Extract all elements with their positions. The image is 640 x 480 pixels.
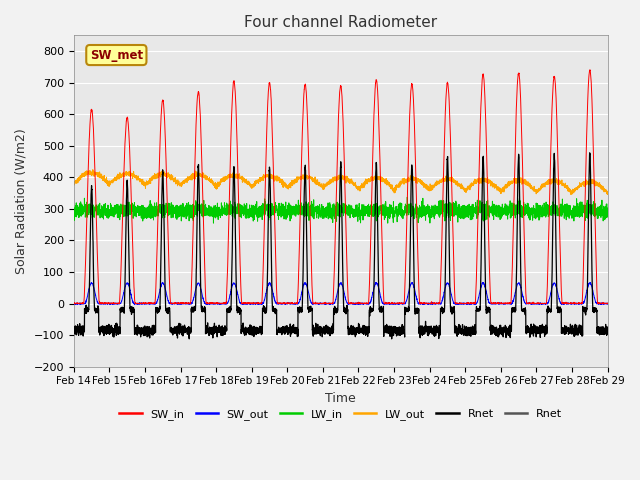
LW_out (70, 180, 77, 185)
Line: SW_in: SW_in (74, 70, 607, 304)
LW_in (403, 194, 411, 200)
LW_in (321, 206, 328, 212)
SW_in (431, 301, 438, 307)
SW_in (604, 300, 611, 306)
Rnet (586, 150, 593, 156)
LW_in (491, 207, 499, 213)
Rnet (186, 336, 193, 342)
LW_in (604, 214, 611, 220)
SW_out (491, 301, 499, 307)
Line: Rnet: Rnet (74, 153, 607, 339)
LW_out (460, 188, 468, 193)
LW_out (604, 191, 611, 196)
Y-axis label: Solar Radiation (W/m2): Solar Radiation (W/m2) (15, 128, 28, 274)
Rnet (431, 328, 438, 334)
SW_out (321, 300, 328, 306)
SW_out (604, 301, 611, 307)
Title: Four channel Radiometer: Four channel Radiometer (244, 15, 437, 30)
SW_in (491, 300, 499, 306)
SW_out (431, 301, 438, 307)
Line: LW_out: LW_out (74, 169, 607, 194)
LW_in (461, 209, 468, 215)
SW_in (586, 67, 594, 72)
SW_in (321, 300, 328, 306)
LW_out (431, 183, 438, 189)
LW_out (491, 182, 499, 188)
Line: SW_out: SW_out (74, 282, 607, 304)
LW_out (89, 167, 97, 172)
Line: LW_in: LW_in (74, 197, 607, 223)
Rnet (491, 325, 499, 331)
Rnet (166, 308, 173, 313)
LW_out (567, 192, 575, 197)
Text: SW_met: SW_met (90, 48, 143, 61)
LW_in (70, 203, 77, 209)
SW_out (70, 301, 77, 307)
SW_in (166, 288, 173, 294)
SW_out (461, 301, 468, 307)
Rnet (604, 331, 611, 336)
Rnet (70, 327, 77, 333)
SW_out (372, 279, 380, 285)
Rnet (460, 330, 468, 336)
Legend: SW_in, SW_out, LW_in, LW_out, Rnet, Rnet: SW_in, SW_out, LW_in, LW_out, Rnet, Rnet (115, 404, 566, 424)
SW_in (70, 300, 77, 306)
LW_out (166, 172, 173, 178)
LW_in (431, 213, 438, 218)
LW_in (166, 201, 173, 206)
SW_out (604, 301, 611, 307)
Rnet (321, 330, 328, 336)
SW_in (604, 301, 611, 307)
SW_out (166, 301, 173, 307)
SW_out (72, 301, 80, 307)
LW_out (604, 191, 611, 196)
LW_in (210, 220, 218, 226)
X-axis label: Time: Time (325, 392, 356, 405)
LW_in (604, 213, 611, 218)
LW_out (321, 182, 328, 188)
SW_in (70, 301, 77, 307)
Rnet (604, 324, 611, 330)
SW_in (460, 300, 468, 306)
